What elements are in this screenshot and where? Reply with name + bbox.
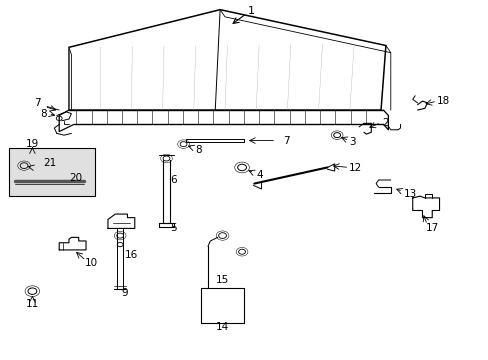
Text: 1: 1 <box>248 6 255 17</box>
Text: 18: 18 <box>436 96 449 106</box>
Text: 7: 7 <box>34 98 41 108</box>
Text: 6: 6 <box>170 175 177 185</box>
Text: 10: 10 <box>84 258 97 268</box>
Text: 3: 3 <box>349 138 355 147</box>
Text: 16: 16 <box>124 250 138 260</box>
Text: 21: 21 <box>43 158 56 168</box>
Text: 19: 19 <box>26 139 39 149</box>
Text: 4: 4 <box>256 170 263 180</box>
Text: 12: 12 <box>348 163 362 173</box>
Text: 8: 8 <box>40 109 47 119</box>
Text: 17: 17 <box>425 223 438 233</box>
Text: 13: 13 <box>403 189 416 199</box>
Text: 15: 15 <box>216 275 229 285</box>
Text: 11: 11 <box>26 299 39 309</box>
Text: 7: 7 <box>282 136 289 145</box>
Text: 8: 8 <box>194 144 201 154</box>
Text: 14: 14 <box>216 322 229 332</box>
Text: 20: 20 <box>70 173 82 183</box>
FancyBboxPatch shape <box>9 148 95 196</box>
Text: 9: 9 <box>122 288 128 298</box>
Text: 2: 2 <box>382 118 388 128</box>
Text: 5: 5 <box>170 224 177 233</box>
